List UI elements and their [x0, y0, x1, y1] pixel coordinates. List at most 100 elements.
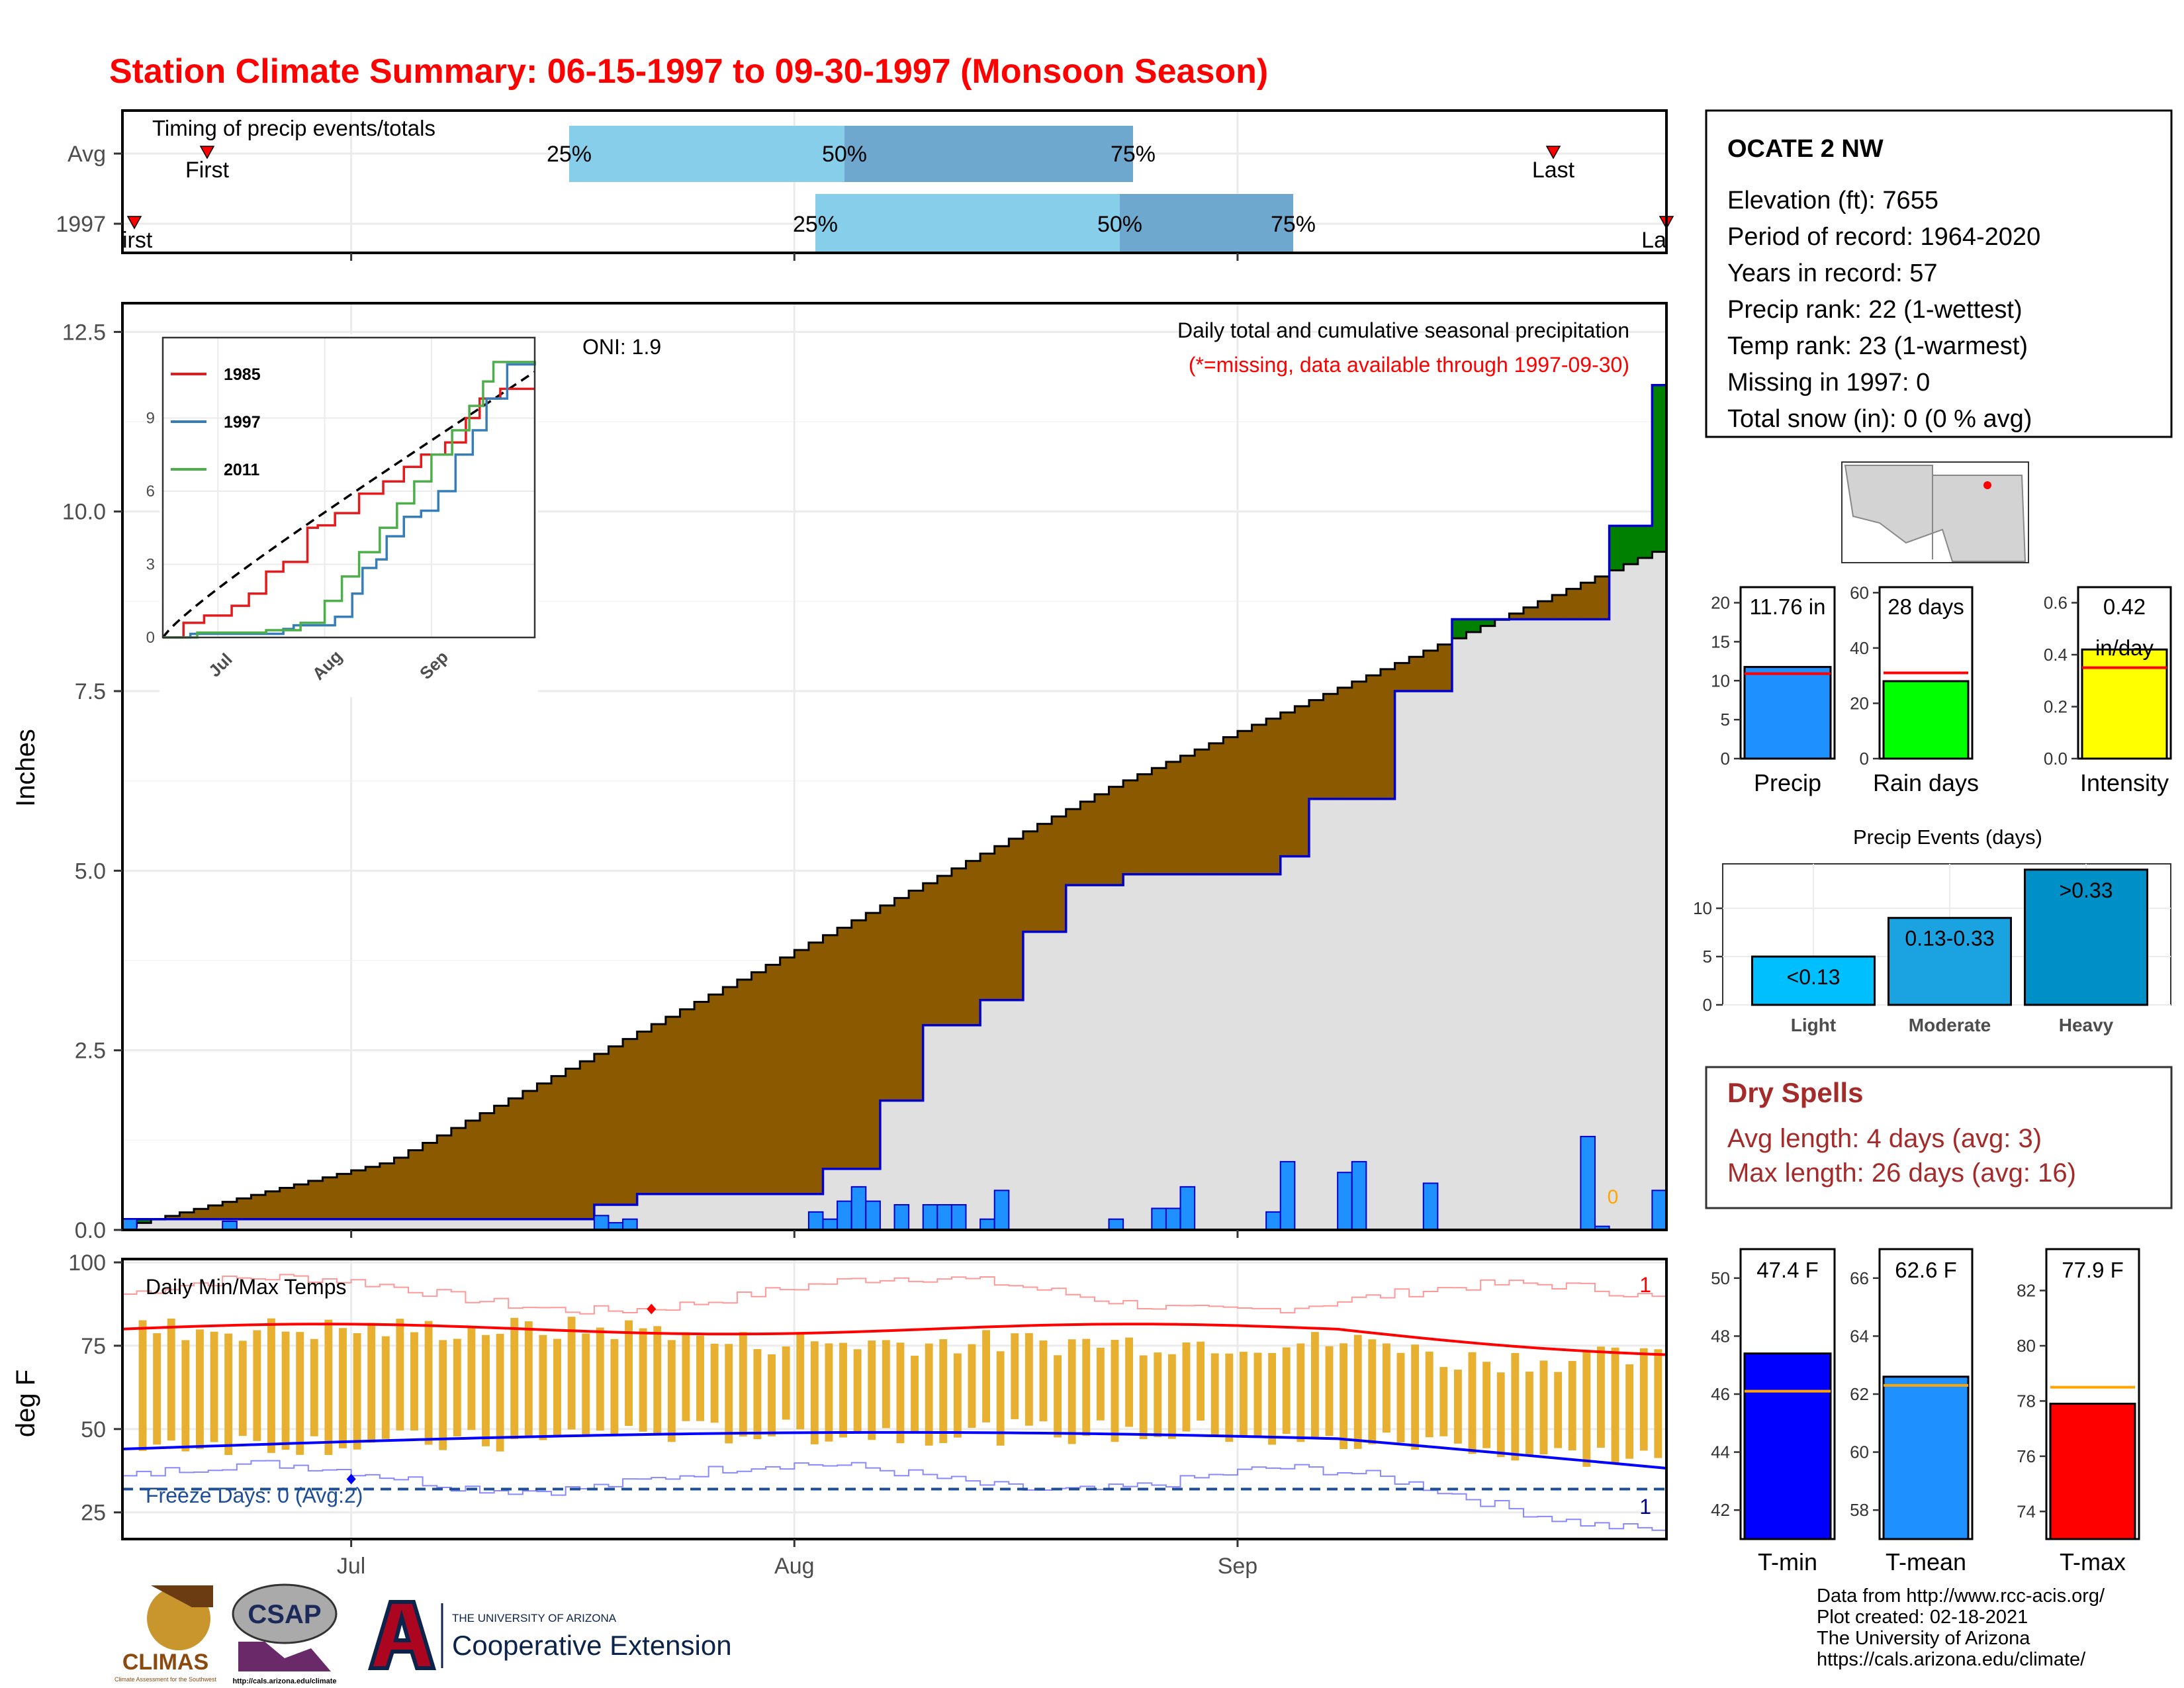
daily-temp-range-bar [1654, 1349, 1662, 1458]
deficit-area [751, 972, 766, 1194]
cumulative-base-area [1366, 798, 1381, 1230]
temp-bar-label: T-mean [1886, 1548, 1966, 1575]
daily-temp-range-bar [1382, 1343, 1390, 1433]
surplus-area [1652, 385, 1667, 552]
deficit-area [208, 1205, 223, 1219]
daily-temp-range-bar [224, 1333, 233, 1455]
surplus-area [1480, 619, 1496, 626]
daily-temp-range-bar [1439, 1367, 1448, 1436]
temp-bar-t-max [2049, 1403, 2136, 1540]
deficit-area [1323, 694, 1338, 799]
daily-temp-range-bar [1325, 1346, 1334, 1436]
daily-temp-range-bar [553, 1338, 561, 1437]
deficit-area [422, 1143, 437, 1219]
daily-temp-range-bar [639, 1328, 647, 1432]
deficit-area [365, 1166, 381, 1219]
deficit-area [1037, 823, 1052, 932]
daily-temp-range-bar [1297, 1343, 1305, 1442]
daily-temp-range-bar [1182, 1342, 1191, 1432]
daily-temp-range-bar [1511, 1353, 1520, 1461]
observed-cumulative-line [122, 383, 1666, 1221]
event-bar-label: <0.13 [1787, 965, 1841, 989]
daily-temp-range-bar [238, 1340, 247, 1436]
footer-credit-line: Data from http://www.rcc-acis.org/ [1817, 1585, 2105, 1607]
cumulative-base-area [1451, 638, 1467, 1230]
daily-precip-bar [850, 1186, 867, 1231]
station-location-dot [1983, 481, 1991, 489]
deficit-area [823, 935, 838, 1169]
temp-bar-tick-label: 80 [2017, 1336, 2036, 1356]
deficit-area [1423, 650, 1438, 692]
cumulative-base-area [337, 1219, 352, 1230]
inset-legend-label: 1997 [224, 413, 261, 432]
cumulative-base-area [1195, 874, 1210, 1230]
deficit-area [1509, 613, 1524, 620]
csap-logo-url: http://cals.arizona.edu/climate [232, 1677, 336, 1685]
deficit-area [465, 1120, 480, 1219]
deficit-area [1437, 644, 1453, 692]
daily-temp-range-bar [839, 1342, 847, 1438]
timing-1997-50-label: 50% [1097, 212, 1142, 237]
timing-1997-25-label: 25% [793, 212, 838, 237]
inset-1985-line [163, 387, 535, 639]
temp-y-axis-label: deg F [11, 1370, 40, 1437]
avg-last-marker [1545, 146, 1561, 160]
mini-bar-value: 28 days [1888, 594, 1964, 619]
record-high-marker [647, 1303, 657, 1315]
dry-spells-avg-length: Avg length: 4 days (avg: 3) [1727, 1124, 2042, 1153]
timing-row-label-1997: 1997 [56, 212, 106, 237]
cumulative-base-area [1466, 632, 1481, 1230]
cumulative-base-area [365, 1219, 381, 1230]
deficit-area [494, 1105, 509, 1219]
timing-panel-title: Timing of precip events/totals [152, 116, 435, 140]
timing-row-label-avg: Avg [68, 142, 106, 167]
temp-bar-tick-label: 76 [2017, 1446, 2036, 1466]
deficit-area [1152, 768, 1167, 874]
timing-avg-75-label: 75% [1111, 142, 1156, 167]
deficit-area [1165, 761, 1181, 874]
daily-temp-range-bar [739, 1332, 747, 1437]
precip-y-tick-label: 0.0 [75, 1218, 106, 1243]
cumulative-base-area [1208, 874, 1224, 1230]
mini-bar-tick-label: 0 [1860, 749, 1869, 769]
deficit-area [379, 1163, 394, 1219]
deficit-area [351, 1170, 366, 1219]
footer-credit-line: Plot created: 02-18-2021 [1817, 1607, 2028, 1628]
inset-y-tick-label: 0 [146, 629, 155, 647]
deficit-area [279, 1188, 295, 1219]
cumulative-base-area [1338, 798, 1353, 1230]
cumulative-base-area [665, 1194, 680, 1230]
deficit-area [923, 883, 938, 1025]
cumulative-base-area [1266, 874, 1281, 1230]
daily-precip-bar [1580, 1135, 1596, 1231]
dry-spells-max-length: Max length: 26 days (avg: 16) [1727, 1158, 2076, 1188]
cumulative-base-area [694, 1194, 709, 1230]
deficit-area [723, 987, 738, 1194]
deficit-area [437, 1135, 452, 1219]
temp-bar-tick-label: 58 [1850, 1500, 1869, 1520]
daily-temp-range-bar [1539, 1360, 1548, 1455]
temp-bar-tick-label: 48 [1711, 1326, 1730, 1346]
daily-temp-range-bar [625, 1320, 633, 1427]
deficit-area [308, 1180, 323, 1219]
deficit-area [194, 1209, 209, 1219]
temp-y-tick-label: 75 [81, 1334, 106, 1359]
oni-label: ONI: 1.9 [582, 335, 661, 359]
daily-temp-range-bar [911, 1356, 919, 1433]
daily-temp-range-bar [810, 1341, 819, 1444]
deficit-area [1251, 724, 1267, 874]
deficit-area [966, 861, 981, 1025]
precip-panel-border [121, 302, 1668, 1231]
mini-bar-tick-label: 0.4 [2044, 645, 2068, 665]
cumulative-base-area [494, 1219, 509, 1230]
cumulative-base-area [909, 1100, 924, 1230]
inset-1997-line [163, 361, 536, 639]
page-title: Station Climate Summary: 06-15-1997 to 0… [109, 52, 1268, 91]
daily-precip-bar [593, 1215, 610, 1231]
cumulative-base-area [1409, 691, 1424, 1230]
daily-temp-range-bar [267, 1318, 275, 1453]
temp-bar-label: T-max [2060, 1548, 2126, 1575]
daily-temp-range-bar [524, 1321, 533, 1437]
cumulative-base-area [551, 1219, 567, 1230]
precip-y-tick-label: 7.5 [75, 679, 106, 704]
